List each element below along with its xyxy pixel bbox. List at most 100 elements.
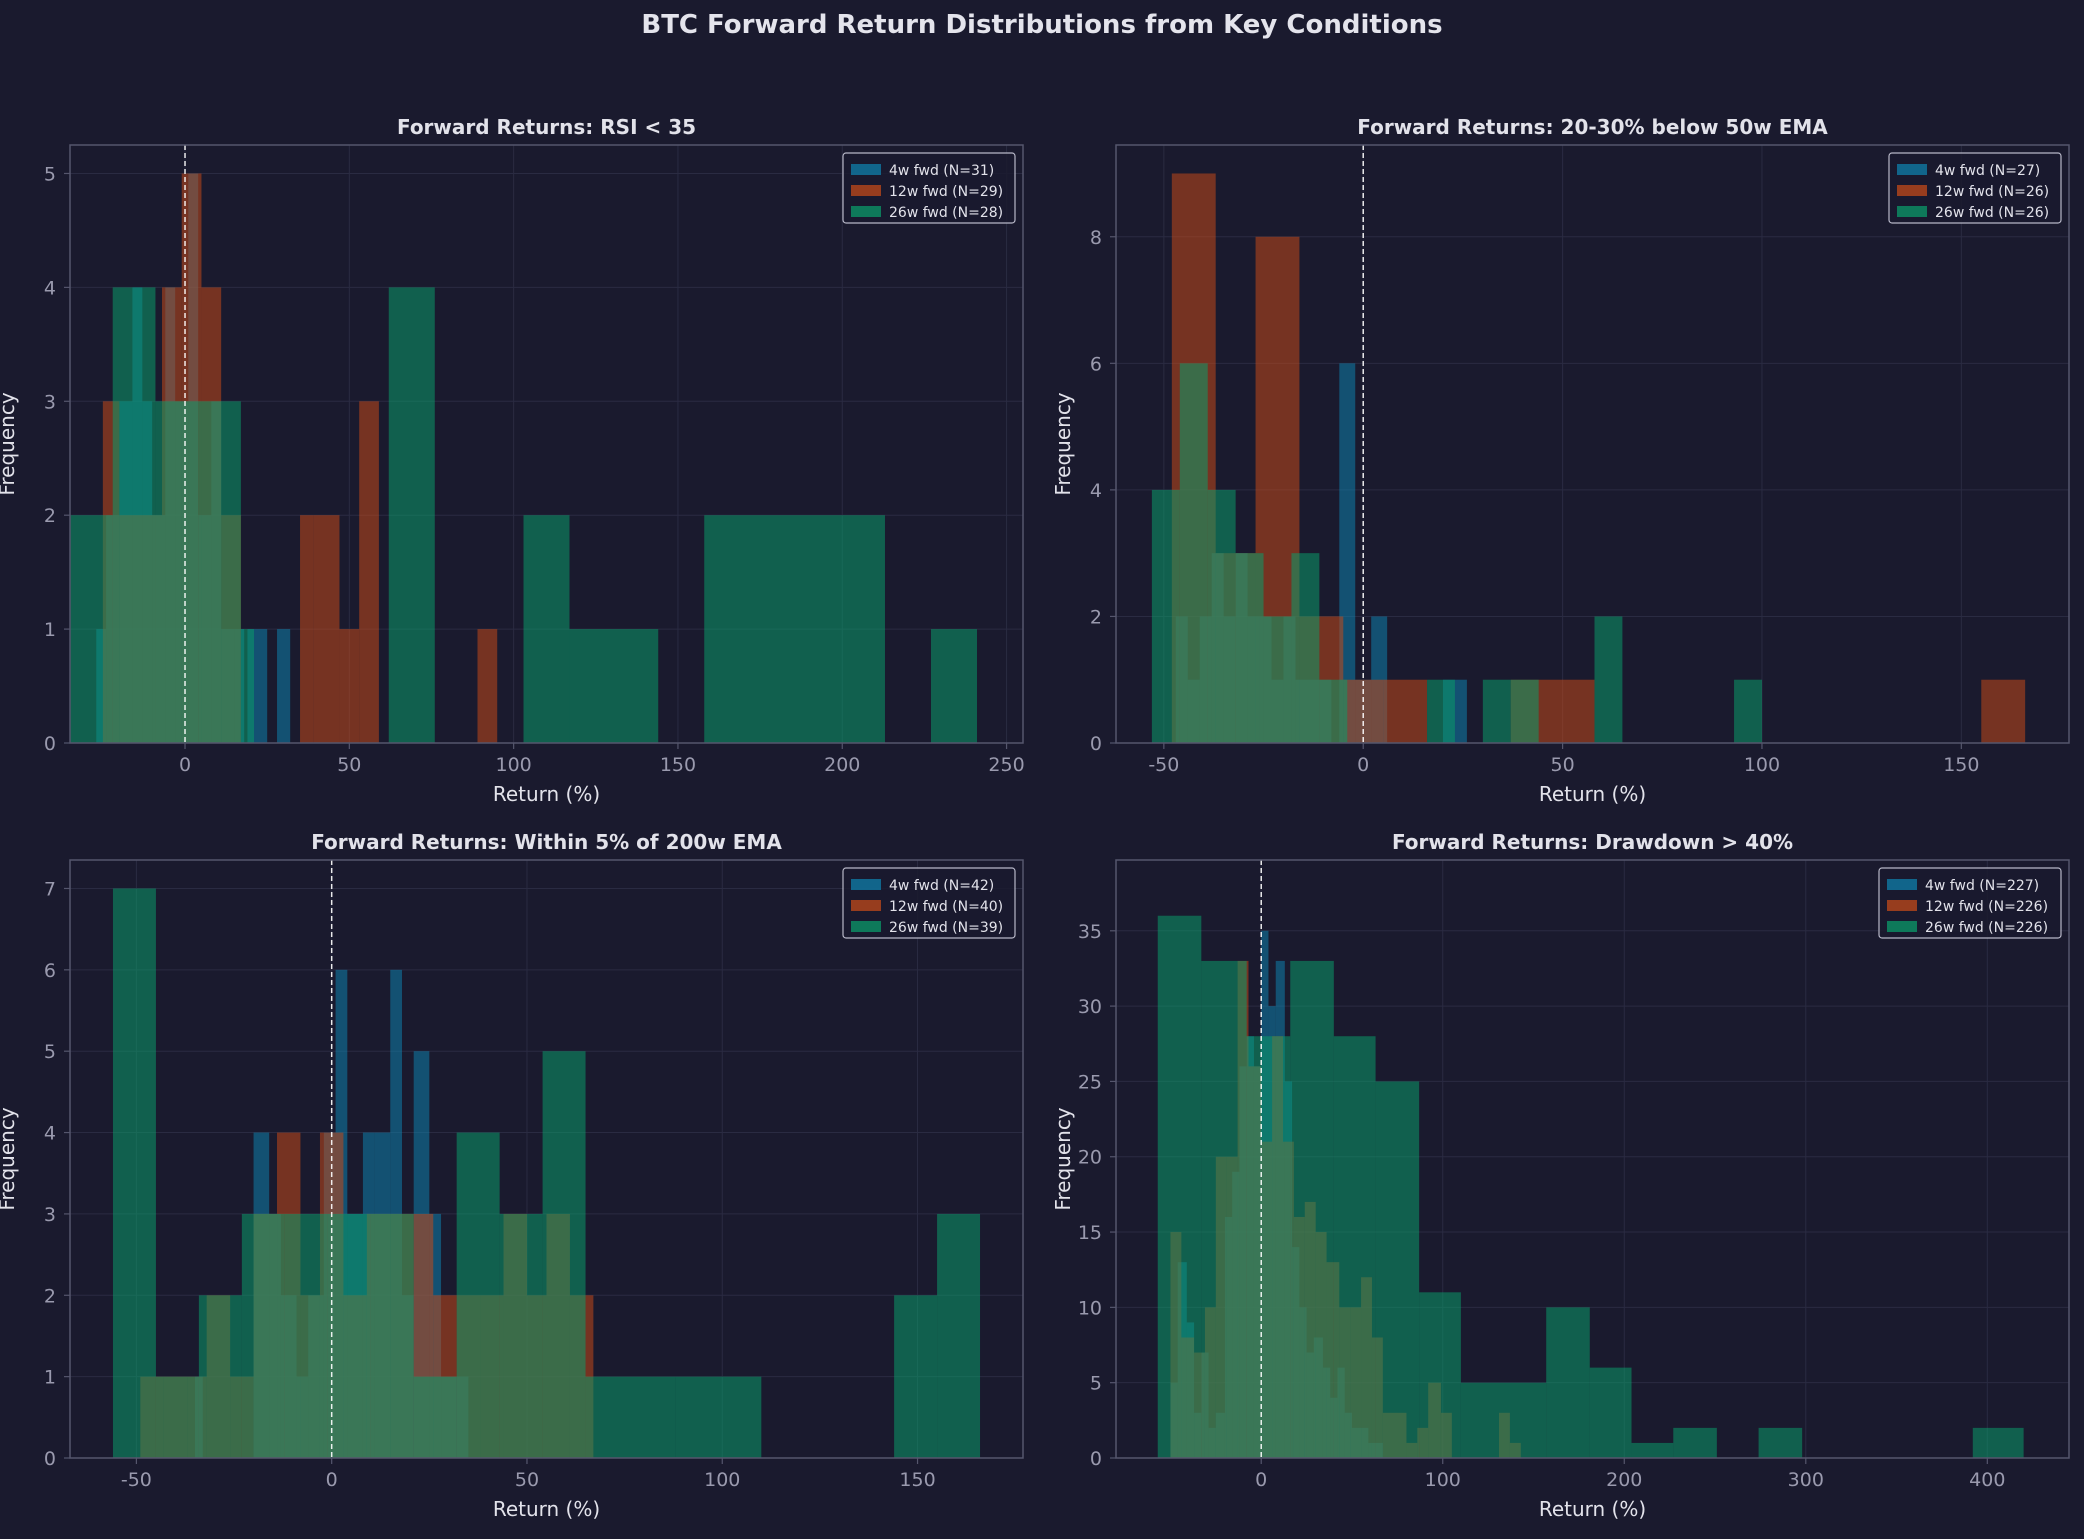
histogram-bar	[1375, 1081, 1420, 1458]
y-tick-label: 6	[1090, 353, 1102, 375]
histogram-bar	[112, 287, 156, 743]
x-tick-label: 0	[326, 1469, 338, 1491]
x-tick-label: 150	[660, 754, 696, 776]
histogram-bar	[542, 1051, 586, 1458]
y-tick-label: 1	[44, 1367, 56, 1389]
x-tick-label: 0	[1255, 1469, 1267, 1491]
legend-swatch	[851, 900, 881, 911]
legend-entry: 26w fwd (N=26)	[1935, 205, 2049, 221]
y-tick-label: 15	[1078, 1222, 1102, 1244]
y-tick-label: 6	[44, 960, 56, 982]
legend-entry: 12w fwd (N=40)	[889, 899, 1003, 915]
histogram-bar	[1631, 1442, 1674, 1458]
y-tick-label: 4	[44, 1123, 56, 1145]
y-tick-label: 2	[44, 505, 56, 527]
y-tick-label: 2	[1090, 606, 1102, 628]
y-tick-label: 3	[44, 391, 56, 413]
x-tick-label: 100	[1425, 1469, 1461, 1491]
histogram-bar	[300, 515, 314, 743]
y-axis-label: Frequency	[1051, 392, 1075, 495]
legend-entry: 12w fwd (N=226)	[1925, 899, 2048, 915]
x-axis-label: Return (%)	[493, 1497, 600, 1521]
histogram-bar	[1246, 1036, 1291, 1458]
legend-swatch	[851, 185, 881, 196]
histogram-bar	[1594, 616, 1623, 743]
histogram-bar	[1758, 1427, 1803, 1458]
histogram-bar	[1460, 1382, 1547, 1458]
legend-swatch	[851, 921, 881, 932]
subplot-title: Forward Returns: RSI < 35	[397, 115, 696, 139]
x-tick-label: 100	[1744, 754, 1780, 776]
x-tick-label: -50	[1148, 754, 1179, 776]
x-axis-label: Return (%)	[1539, 1497, 1646, 1521]
x-tick-label: 400	[1969, 1469, 2005, 1491]
legend-swatch	[1887, 921, 1917, 932]
histogram-bar	[1454, 679, 1467, 743]
y-tick-label: 5	[44, 1041, 56, 1063]
y-tick-label: 0	[44, 1448, 56, 1470]
histogram-bar	[284, 1213, 328, 1458]
legend: 4w fwd (N=42) 12w fwd (N=40) 26w fwd (N=39…	[842, 867, 1016, 939]
y-tick-label: 20	[1078, 1147, 1102, 1169]
legend-swatch	[1887, 879, 1917, 890]
histogram-bar	[327, 1213, 371, 1458]
histogram-bar	[1333, 1036, 1376, 1458]
histogram-bar	[456, 1132, 500, 1458]
y-tick-label: 0	[1090, 1448, 1102, 1470]
x-tick-label: 250	[988, 754, 1024, 776]
x-tick-label: -50	[121, 1469, 152, 1491]
histogram-bar	[277, 629, 291, 743]
histogram-bar	[1482, 679, 1511, 743]
histogram-bar	[1383, 679, 1428, 743]
histogram-bar	[1179, 363, 1208, 743]
histogram-bar	[585, 1376, 676, 1458]
legend-entry: 12w fwd (N=26)	[1935, 184, 2049, 200]
y-tick-label: 5	[44, 163, 56, 185]
histogram-bar	[1207, 489, 1236, 743]
legend-frame	[842, 152, 1016, 224]
series-3	[1157, 915, 2024, 1458]
histogram-bar	[1235, 553, 1264, 743]
histogram-bar	[930, 629, 977, 743]
legend-entry: 12w fwd (N=29)	[889, 184, 1003, 200]
histogram-bar	[388, 287, 435, 743]
legend-entry: 26w fwd (N=28)	[889, 205, 1003, 221]
y-tick-label: 0	[44, 733, 56, 755]
histogram-bar	[112, 888, 156, 1458]
histogram-bar	[675, 1376, 762, 1458]
legend-entry: 26w fwd (N=39)	[889, 920, 1003, 936]
axes-frame	[1115, 144, 2070, 744]
y-tick-label: 8	[1090, 227, 1102, 249]
histogram-bar	[240, 629, 255, 743]
x-tick-label: 0	[179, 754, 191, 776]
subplot-title: Forward Returns: Drawdown > 40%	[1392, 830, 1793, 854]
y-tick-label: 35	[1078, 921, 1102, 943]
axes-frame	[1115, 859, 2070, 1459]
histogram-bar	[70, 515, 113, 743]
x-tick-label: 150	[899, 1469, 935, 1491]
histogram-bar	[198, 1295, 242, 1458]
histogram-bar	[1263, 616, 1292, 743]
histogram-bar	[1419, 1292, 1461, 1458]
histogram-bar	[359, 401, 379, 743]
histogram-bar	[1510, 679, 1539, 743]
figure-title: BTC Forward Return Distributions from Ke…	[641, 10, 1443, 40]
subplot-title: Forward Returns: 20-30% below 50w EMA	[1357, 115, 1828, 139]
x-tick-label: 50	[1551, 754, 1575, 776]
x-tick-label: 150	[1943, 754, 1979, 776]
x-tick-label: 200	[1606, 1469, 1642, 1491]
series-3	[70, 287, 977, 743]
histogram-bar	[499, 1213, 543, 1458]
y-axis-label: Frequency	[0, 1107, 19, 1210]
histogram-bar	[1427, 679, 1455, 743]
histogram-bar	[1201, 960, 1247, 1458]
y-axis-label: Frequency	[1051, 1107, 1075, 1210]
histogram-bar	[569, 629, 659, 743]
histogram-bar	[1151, 489, 1180, 743]
histogram-bar	[477, 629, 498, 743]
histogram-bar	[155, 1376, 199, 1458]
legend: 4w fwd (N=227) 12w fwd (N=226) 26w fwd (N=…	[1878, 867, 2062, 939]
legend-entry: 4w fwd (N=27)	[1935, 163, 2040, 179]
